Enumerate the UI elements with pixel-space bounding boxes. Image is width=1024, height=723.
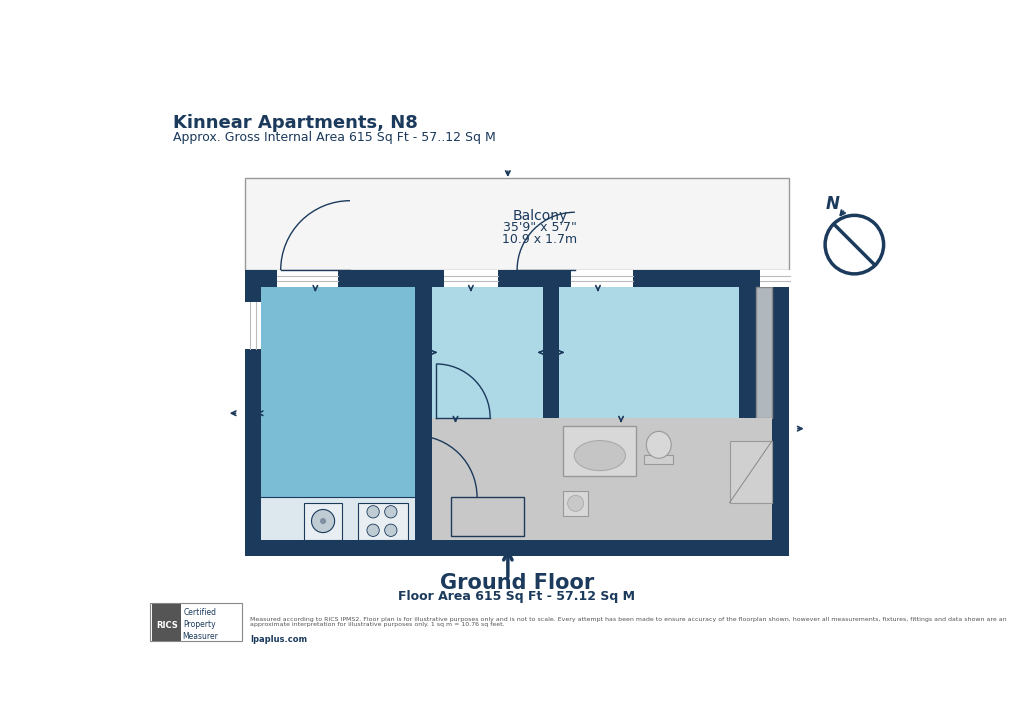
Circle shape xyxy=(311,510,335,533)
Text: Certified
Property
Measurer: Certified Property Measurer xyxy=(182,608,218,641)
Bar xyxy=(261,287,416,539)
Bar xyxy=(730,441,772,502)
Circle shape xyxy=(385,505,397,518)
Text: Bedroom: Bedroom xyxy=(617,332,681,346)
Bar xyxy=(261,497,416,539)
Text: Measured according to RICS IPMS2. Floor plan is for illustrative purposes only a: Measured according to RICS IPMS2. Floor … xyxy=(250,617,1007,628)
Text: 2.9 x 2.6m: 2.9 x 2.6m xyxy=(454,356,521,369)
Bar xyxy=(563,491,588,515)
Bar xyxy=(451,497,524,536)
Circle shape xyxy=(319,518,326,524)
Text: 5.1 x 3.7m: 5.1 x 3.7m xyxy=(305,416,372,429)
Bar xyxy=(432,418,772,539)
Bar xyxy=(304,502,342,539)
Bar xyxy=(245,270,788,557)
Text: 35'9" x 5'7": 35'9" x 5'7" xyxy=(503,221,577,234)
Text: 16'9" x 12'2": 16'9" x 12'2" xyxy=(298,404,379,417)
Text: F: F xyxy=(278,511,288,526)
Bar xyxy=(432,287,543,418)
Bar xyxy=(245,178,788,270)
Ellipse shape xyxy=(567,495,584,511)
Ellipse shape xyxy=(574,440,626,471)
Bar xyxy=(563,426,637,476)
Bar xyxy=(760,270,791,287)
Circle shape xyxy=(825,215,884,274)
Ellipse shape xyxy=(646,432,671,458)
Text: Bedroom: Bedroom xyxy=(456,332,519,346)
Bar xyxy=(150,603,243,641)
Text: 4.6 x 2.9m: 4.6 x 2.9m xyxy=(615,356,683,369)
Text: RICS: RICS xyxy=(156,621,177,630)
Text: Kitchen/Reception: Kitchen/Reception xyxy=(275,393,401,406)
Text: 15'1" x 9'6": 15'1" x 9'6" xyxy=(612,343,686,356)
Text: 9'6" x 8'6": 9'6" x 8'6" xyxy=(455,343,520,356)
Text: Approx. Gross Internal Area 615 Sq Ft - 57..12 Sq M: Approx. Gross Internal Area 615 Sq Ft - … xyxy=(173,132,496,145)
Circle shape xyxy=(385,524,397,536)
Text: Balcony: Balcony xyxy=(512,209,567,223)
Bar xyxy=(756,287,772,418)
Circle shape xyxy=(367,505,379,518)
Circle shape xyxy=(367,524,379,536)
Bar xyxy=(276,270,339,287)
Bar xyxy=(644,455,674,464)
Text: Ground Floor: Ground Floor xyxy=(439,573,594,594)
Text: Floor Area 615 Sq Ft - 57.12 Sq M: Floor Area 615 Sq Ft - 57.12 Sq M xyxy=(398,590,635,603)
Bar xyxy=(245,302,261,348)
Text: S: S xyxy=(481,508,494,526)
Text: 10.9 x 1.7m: 10.9 x 1.7m xyxy=(502,233,578,246)
Text: Kinnear Apartments, N8: Kinnear Apartments, N8 xyxy=(173,114,418,132)
Bar xyxy=(357,502,408,539)
Text: N: N xyxy=(826,194,840,213)
Bar xyxy=(571,270,633,287)
Text: W: W xyxy=(757,346,771,359)
Text: lpaplus.com: lpaplus.com xyxy=(250,635,307,644)
Bar xyxy=(559,287,739,418)
Bar xyxy=(444,270,498,287)
Bar xyxy=(153,604,181,641)
